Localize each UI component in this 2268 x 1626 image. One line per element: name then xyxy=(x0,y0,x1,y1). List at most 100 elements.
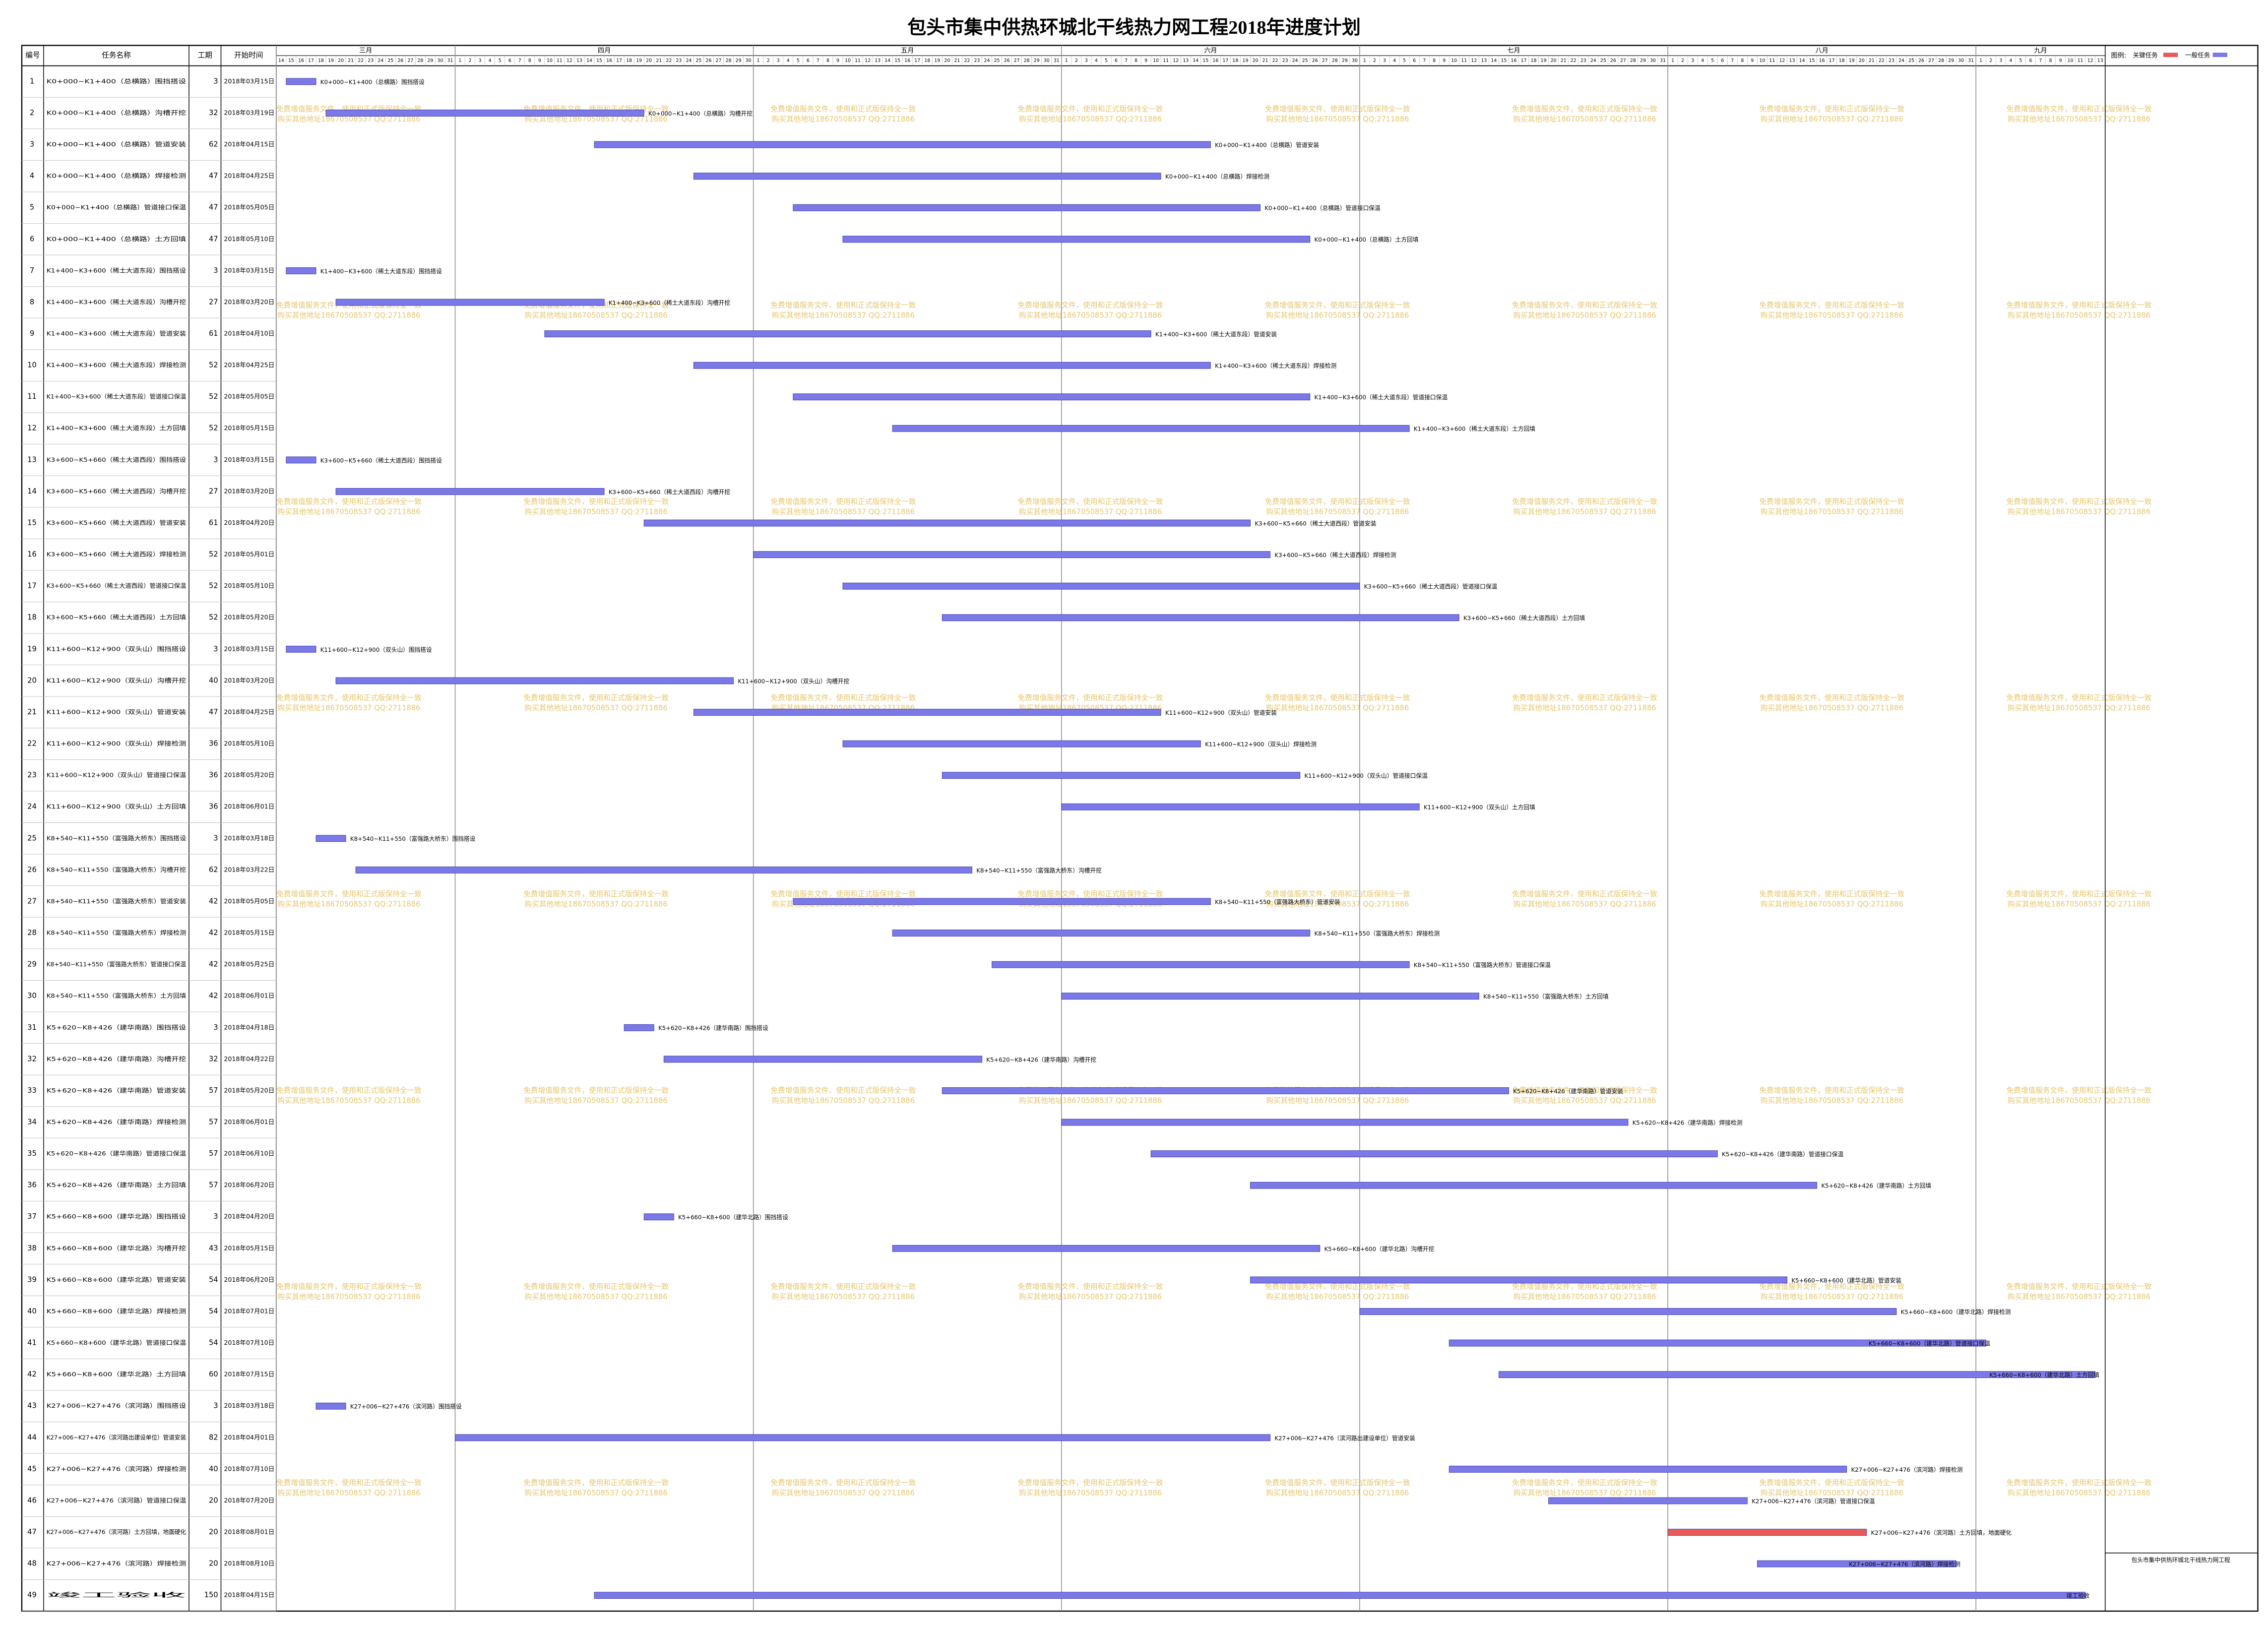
day-label: 12 xyxy=(1173,58,1179,63)
month-label: 九月 xyxy=(2034,47,2047,55)
watermark: 购买其他地址18670508537 QQ:2711886 xyxy=(277,115,420,124)
day-label: 27 xyxy=(1620,58,1626,63)
duration: 82 xyxy=(209,1433,218,1441)
bar-label: K5+620~K8+426（建华南路）管道接口保温 xyxy=(1722,1151,1843,1158)
day-label: 6 xyxy=(1413,58,1416,63)
task-bar xyxy=(1449,1465,1847,1473)
row-id: 29 xyxy=(27,960,37,969)
day-label: 2 xyxy=(1989,58,1992,63)
duration: 3 xyxy=(213,266,218,275)
watermark: 免费增值服务文件，使用和正式版保持全一致 xyxy=(2007,497,2152,506)
legend-label: 关键任务 xyxy=(2133,52,2158,59)
task-bar xyxy=(594,141,1211,148)
duration: 3 xyxy=(213,455,218,464)
watermark: 购买其他地址18670508537 QQ:2711886 xyxy=(525,1293,668,1301)
day-label: 26 xyxy=(1610,58,1616,63)
duration: 57 xyxy=(209,1181,218,1189)
start-date: 2018年06月01日 xyxy=(224,1118,274,1126)
watermark: 购买其他地址18670508537 QQ:2711886 xyxy=(277,704,420,712)
day-label: 24 xyxy=(1292,58,1298,63)
day-label: 15 xyxy=(894,58,900,63)
watermark: 购买其他地址18670508537 QQ:2711886 xyxy=(1761,1489,1903,1498)
duration: 61 xyxy=(209,329,218,338)
duration: 52 xyxy=(209,361,218,370)
task-name: K1+400~K3+600（稀土大道东段）土方回填 xyxy=(47,425,187,432)
day-label: 23 xyxy=(974,58,980,63)
task-bar xyxy=(335,299,605,306)
watermark: 购买其他地址18670508537 QQ:2711886 xyxy=(1513,312,1656,320)
day-label: 6 xyxy=(1721,58,1724,63)
task-name: K0+000~K1+400（总横路）围挡搭设 xyxy=(47,78,187,85)
day-label: 12 xyxy=(567,58,572,63)
title-block xyxy=(2105,1553,2259,1612)
watermark: 购买其他地址18670508537 QQ:2711886 xyxy=(772,312,915,320)
task-bar xyxy=(544,330,1151,337)
day-label: 12 xyxy=(1471,58,1477,63)
task-name: K11+600~K12+900（双头山）土方回填 xyxy=(47,803,187,810)
day-label: 25 xyxy=(1908,58,1914,63)
bar-label: K8+540~K11+550（富强路大桥东）土方回填 xyxy=(1483,993,1609,1000)
task-bar xyxy=(643,519,1251,527)
bar-label: K3+600~K5+660（稀土大道西段）管道接口保温 xyxy=(1364,583,1498,590)
watermark: 购买其他地址18670508537 QQ:2711886 xyxy=(525,115,668,124)
day-label: 31 xyxy=(447,58,453,63)
day-label: 9 xyxy=(836,58,839,63)
start-date: 2018年04月20日 xyxy=(224,519,274,526)
day-label: 6 xyxy=(508,58,511,63)
day-label: 15 xyxy=(1809,58,1815,63)
day-label: 21 xyxy=(1869,58,1875,63)
task-bar xyxy=(286,267,316,274)
bar-label: K0+000~K1+400（总横路）焊接检测 xyxy=(1165,173,1269,180)
row-id: 3 xyxy=(30,140,34,149)
task-bar xyxy=(594,1592,2086,1599)
start-date: 2018年03月18日 xyxy=(224,1402,274,1409)
duration: 32 xyxy=(209,1055,218,1063)
day-label: 9 xyxy=(1144,58,1147,63)
day-label: 18 xyxy=(318,58,324,63)
watermark: 免费增值服务文件，使用和正式版保持全一致 xyxy=(523,1282,669,1291)
task-name: K5+620~K8+426（建华南路）沟槽开挖 xyxy=(47,1056,187,1063)
day-label: 10 xyxy=(845,58,851,63)
start-date: 2018年05月25日 xyxy=(224,960,274,968)
watermark: 免费增值服务文件，使用和正式版保持全一致 xyxy=(523,497,669,506)
start-date: 2018年06月01日 xyxy=(224,803,274,810)
row-id: 49 xyxy=(27,1591,37,1599)
day-label: 3 xyxy=(1383,58,1386,63)
watermark: 购买其他地址18670508537 QQ:2711886 xyxy=(525,1489,668,1498)
row-id: 32 xyxy=(27,1055,37,1063)
row-id: 35 xyxy=(27,1149,37,1158)
day-label: 29 xyxy=(1640,58,1646,63)
bar-label: K1+400~K3+600（稀土大道东段）焊接检测 xyxy=(1215,363,1336,370)
day-label: 14 xyxy=(278,58,284,63)
month-label: 三月 xyxy=(359,47,372,55)
day-label: 8 xyxy=(1433,58,1436,63)
task-name: K11+600~K12+900（双头山）管道接口保温 xyxy=(47,772,187,779)
row-id: 7 xyxy=(30,266,34,275)
watermark: 免费增值服务文件，使用和正式版保持全一致 xyxy=(770,693,916,702)
watermark: 免费增值服务文件，使用和正式版保持全一致 xyxy=(1512,301,1657,310)
watermark: 购买其他地址18670508537 QQ:2711886 xyxy=(1513,1096,1656,1105)
start-date: 2018年04月15日 xyxy=(224,1591,274,1599)
duration: 52 xyxy=(209,392,218,401)
day-label: 19 xyxy=(1849,58,1855,63)
start-date: 2018年07月10日 xyxy=(224,1339,274,1346)
task-name: K5+660~K8+600（建华北路）沟槽开挖 xyxy=(47,1245,187,1251)
day-label: 1 xyxy=(1363,58,1366,63)
day-label: 2 xyxy=(1075,58,1078,63)
task-name: K27+006~K27+476（滨河路）围挡搭设 xyxy=(47,1402,187,1409)
row-id: 14 xyxy=(27,487,37,496)
watermark: 免费增值服务文件，使用和正式版保持全一致 xyxy=(2007,889,2152,898)
day-label: 9 xyxy=(1751,58,1754,63)
day-label: 5 xyxy=(1711,58,1714,63)
day-label: 10 xyxy=(1153,58,1159,63)
day-label: 15 xyxy=(288,58,294,63)
task-bar xyxy=(753,551,1271,558)
day-label: 21 xyxy=(348,58,354,63)
day-label: 26 xyxy=(1004,58,1010,63)
day-label: 25 xyxy=(387,58,393,63)
day-label: 7 xyxy=(1731,58,1734,63)
task-bar xyxy=(1499,1371,2096,1378)
day-label: 7 xyxy=(1125,58,1128,63)
watermark: 购买其他地址18670508537 QQ:2711886 xyxy=(2008,704,2150,712)
